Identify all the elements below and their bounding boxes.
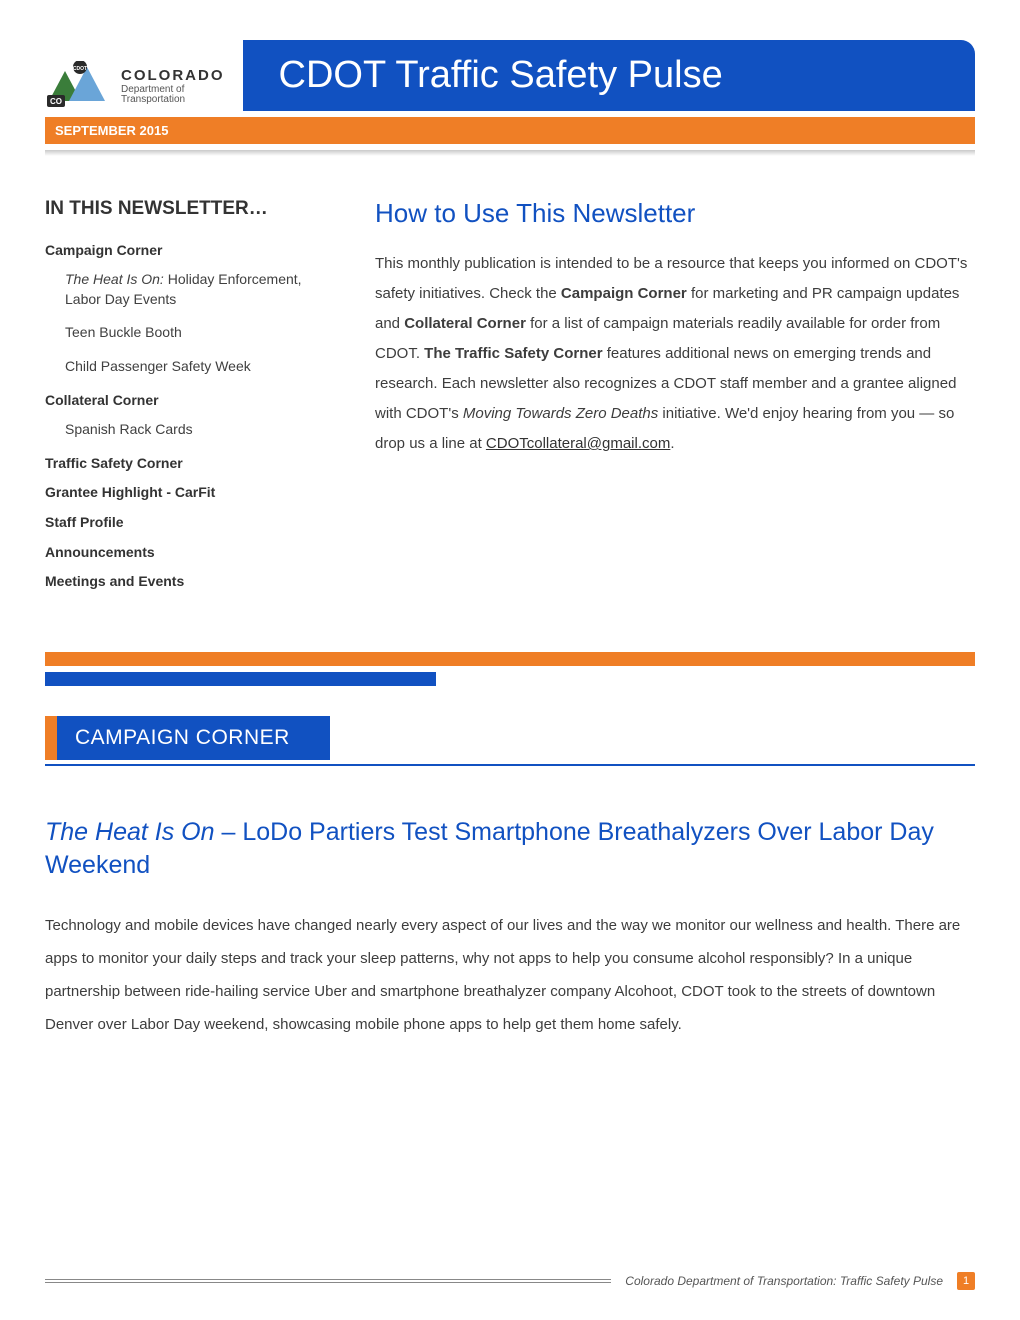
svg-text:CDOT: CDOT <box>73 66 87 72</box>
section-divider <box>45 652 975 686</box>
feature-article: The Heat Is On – LoDo Partiers Test Smar… <box>45 816 975 1042</box>
page-number: 1 <box>957 1272 975 1290</box>
intro-body: This monthly publication is intended to … <box>375 249 975 459</box>
logo-text-line2: Department of <box>121 85 225 95</box>
intro-heading: How to Use This Newsletter <box>375 198 975 229</box>
logo-mark-icon: CDOT CO <box>45 61 115 111</box>
article-title: The Heat Is On – LoDo Partiers Test Smar… <box>45 816 975 884</box>
table-of-contents: IN THIS NEWSLETTER… Campaign Corner The … <box>45 196 335 602</box>
toc-item[interactable]: Spanish Rack Cards <box>65 420 335 440</box>
article-body: Technology and mobile devices have chang… <box>45 909 975 1041</box>
toc-heading[interactable]: Collateral Corner <box>45 391 335 411</box>
toc-title: IN THIS NEWSLETTER… <box>45 196 335 223</box>
toc-item[interactable]: Teen Buckle Booth <box>65 323 335 343</box>
newsletter-title: CDOT Traffic Safety Pulse <box>243 40 976 111</box>
section-banner-label: CAMPAIGN CORNER <box>57 716 330 760</box>
toc-heading[interactable]: Meetings and Events <box>45 572 335 592</box>
toc-item[interactable]: The Heat Is On: Holiday Enforcement, Lab… <box>65 270 335 309</box>
toc-heading[interactable]: Campaign Corner <box>45 241 335 261</box>
header-shadow <box>45 150 975 156</box>
svg-text:CO: CO <box>50 97 62 106</box>
section-banner: CAMPAIGN CORNER <box>45 716 975 760</box>
issue-date: SEPTEMBER 2015 <box>45 117 975 144</box>
toc-item[interactable]: Child Passenger Safety Week <box>65 357 335 377</box>
contact-email-link[interactable]: CDOTcollateral@gmail.com <box>486 435 670 452</box>
intro-section: How to Use This Newsletter This monthly … <box>375 196 975 602</box>
page-footer: Colorado Department of Transportation: T… <box>45 1272 975 1290</box>
toc-heading[interactable]: Staff Profile <box>45 513 335 533</box>
footer-text: Colorado Department of Transportation: T… <box>625 1274 943 1288</box>
section-rule <box>45 764 975 766</box>
toc-heading[interactable]: Announcements <box>45 543 335 563</box>
logo-text-line3: Transportation <box>121 95 225 105</box>
toc-heading[interactable]: Grantee Highlight - CarFit <box>45 483 335 503</box>
logo-text-line1: COLORADO <box>121 68 225 83</box>
toc-heading[interactable]: Traffic Safety Corner <box>45 454 335 474</box>
cdot-logo: CDOT CO COLORADO Department of Transport… <box>45 61 225 111</box>
